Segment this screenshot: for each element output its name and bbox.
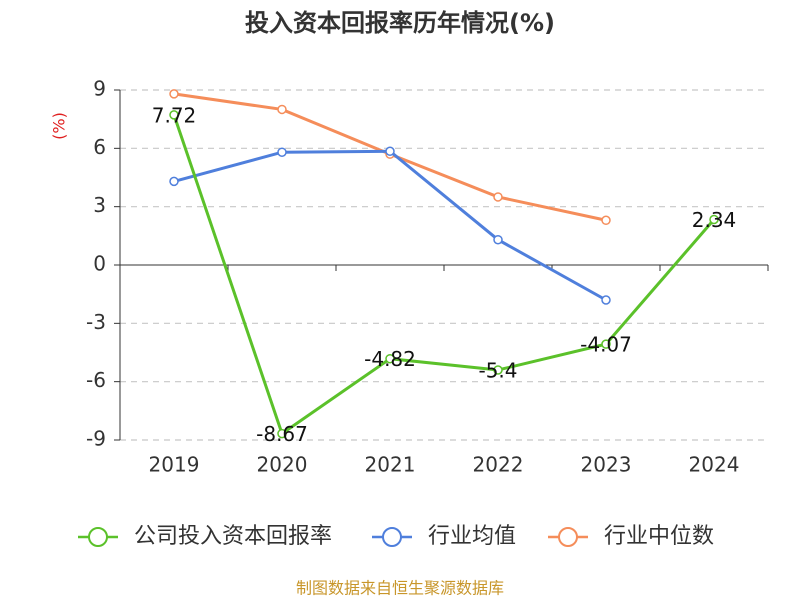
chart-title: 投入资本回报率历年情况(%)	[245, 9, 555, 37]
x-tick-label: 2024	[689, 453, 740, 477]
data-point	[493, 192, 503, 202]
data-label: 2.34	[692, 208, 737, 232]
data-point	[385, 146, 395, 156]
data-point	[709, 214, 719, 225]
series-line	[172, 114, 716, 436]
data-point	[169, 176, 179, 187]
data-label: -8.67	[256, 422, 308, 446]
data-label: 7.72	[152, 103, 197, 127]
data-label: -4.82	[364, 347, 416, 371]
data-point	[169, 110, 179, 120]
y-axis-label: (%)	[50, 112, 69, 140]
legend-label: 行业中位数	[604, 524, 714, 549]
legend-marker	[558, 527, 578, 547]
data-point	[277, 104, 287, 115]
x-tick-label: 2021	[365, 453, 416, 477]
source-note: 制图数据来自恒生聚源数据库	[296, 579, 504, 598]
y-tick-label: -6	[86, 368, 106, 392]
x-tick-label: 2023	[581, 453, 632, 477]
y-tick-label: 9	[93, 77, 106, 101]
series-line	[173, 149, 607, 302]
x-tick-label: 2020	[257, 453, 308, 477]
data-point	[385, 353, 395, 364]
data-point	[277, 147, 287, 157]
data-point	[601, 339, 611, 349]
data-point	[601, 215, 611, 226]
x-tick-label: 2019	[149, 453, 200, 477]
data-point	[493, 234, 503, 245]
data-point	[277, 428, 287, 439]
data-point	[601, 295, 611, 305]
x-tick-label: 2022	[473, 453, 524, 477]
legend-marker	[382, 527, 402, 547]
data-label: -4.07	[580, 333, 632, 357]
y-tick-label: -9	[86, 427, 106, 451]
data-label: -5.4	[478, 359, 517, 383]
legend-label: 行业均值	[428, 524, 516, 549]
y-tick-label: 3	[93, 193, 106, 217]
y-tick-label: 0	[93, 252, 106, 276]
y-tick-label: -3	[86, 310, 106, 334]
data-point	[493, 365, 503, 375]
data-point	[169, 89, 179, 99]
legend-label: 公司投入资本回报率	[134, 524, 332, 549]
y-tick-label: 6	[93, 135, 106, 159]
legend-marker	[88, 527, 108, 547]
